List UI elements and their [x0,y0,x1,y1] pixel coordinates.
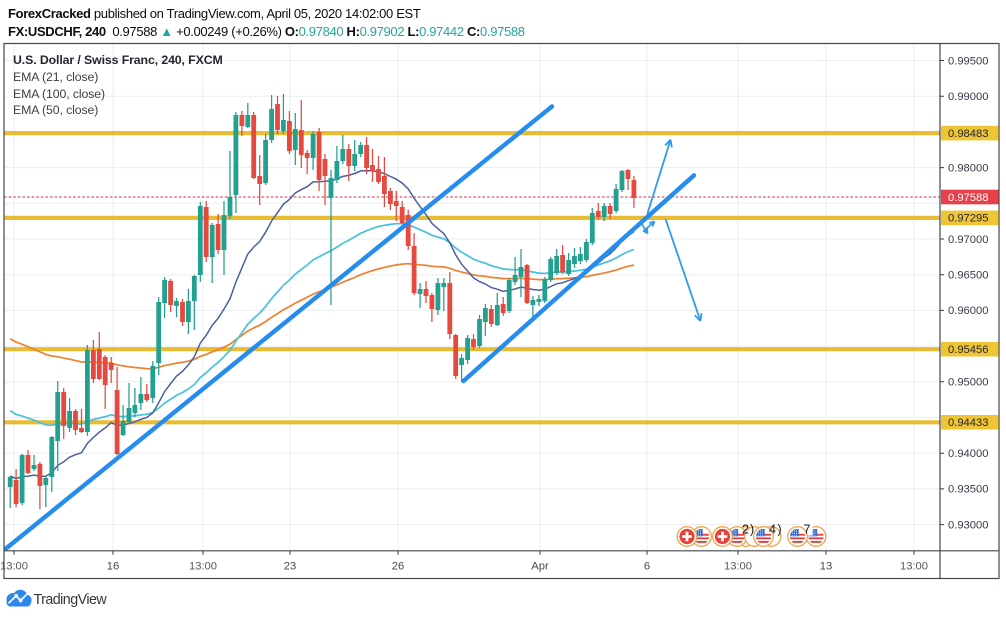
svg-text:4: 4 [769,523,776,537]
svg-text:0.97295: 0.97295 [948,213,988,225]
svg-text:13:00: 13:00 [724,561,752,573]
svg-text:13: 13 [820,561,832,573]
svg-text:26: 26 [392,561,404,573]
svg-text:0.97588: 0.97588 [948,192,988,204]
svg-text:6: 6 [644,561,650,573]
svg-text:0.94000: 0.94000 [948,448,988,460]
svg-text:0.97000: 0.97000 [948,234,988,246]
svg-text:16: 16 [107,561,119,573]
svg-text:0.95456: 0.95456 [948,344,988,356]
svg-text:0.93500: 0.93500 [948,484,988,496]
svg-text:23: 23 [284,561,296,573]
svg-text:13:00: 13:00 [900,561,928,573]
svg-text:Apr: Apr [531,561,549,573]
svg-text:0.96000: 0.96000 [948,305,988,317]
svg-text:13:00: 13:00 [0,561,28,573]
svg-text:0.98000: 0.98000 [948,162,988,174]
svg-text:): ) [778,523,782,537]
svg-text:2: 2 [742,523,749,537]
svg-text:0.99000: 0.99000 [948,91,988,103]
svg-text:0.96500: 0.96500 [948,270,988,282]
svg-text:7: 7 [804,523,811,537]
svg-text:0.94433: 0.94433 [948,417,988,429]
svg-text:0.93000: 0.93000 [948,519,988,531]
svg-text:13:00: 13:00 [189,561,217,573]
svg-text:): ) [750,523,754,537]
svg-text:0.98483: 0.98483 [948,128,988,140]
svg-text:0.99500: 0.99500 [948,55,988,67]
svg-text:0.95000: 0.95000 [948,377,988,389]
